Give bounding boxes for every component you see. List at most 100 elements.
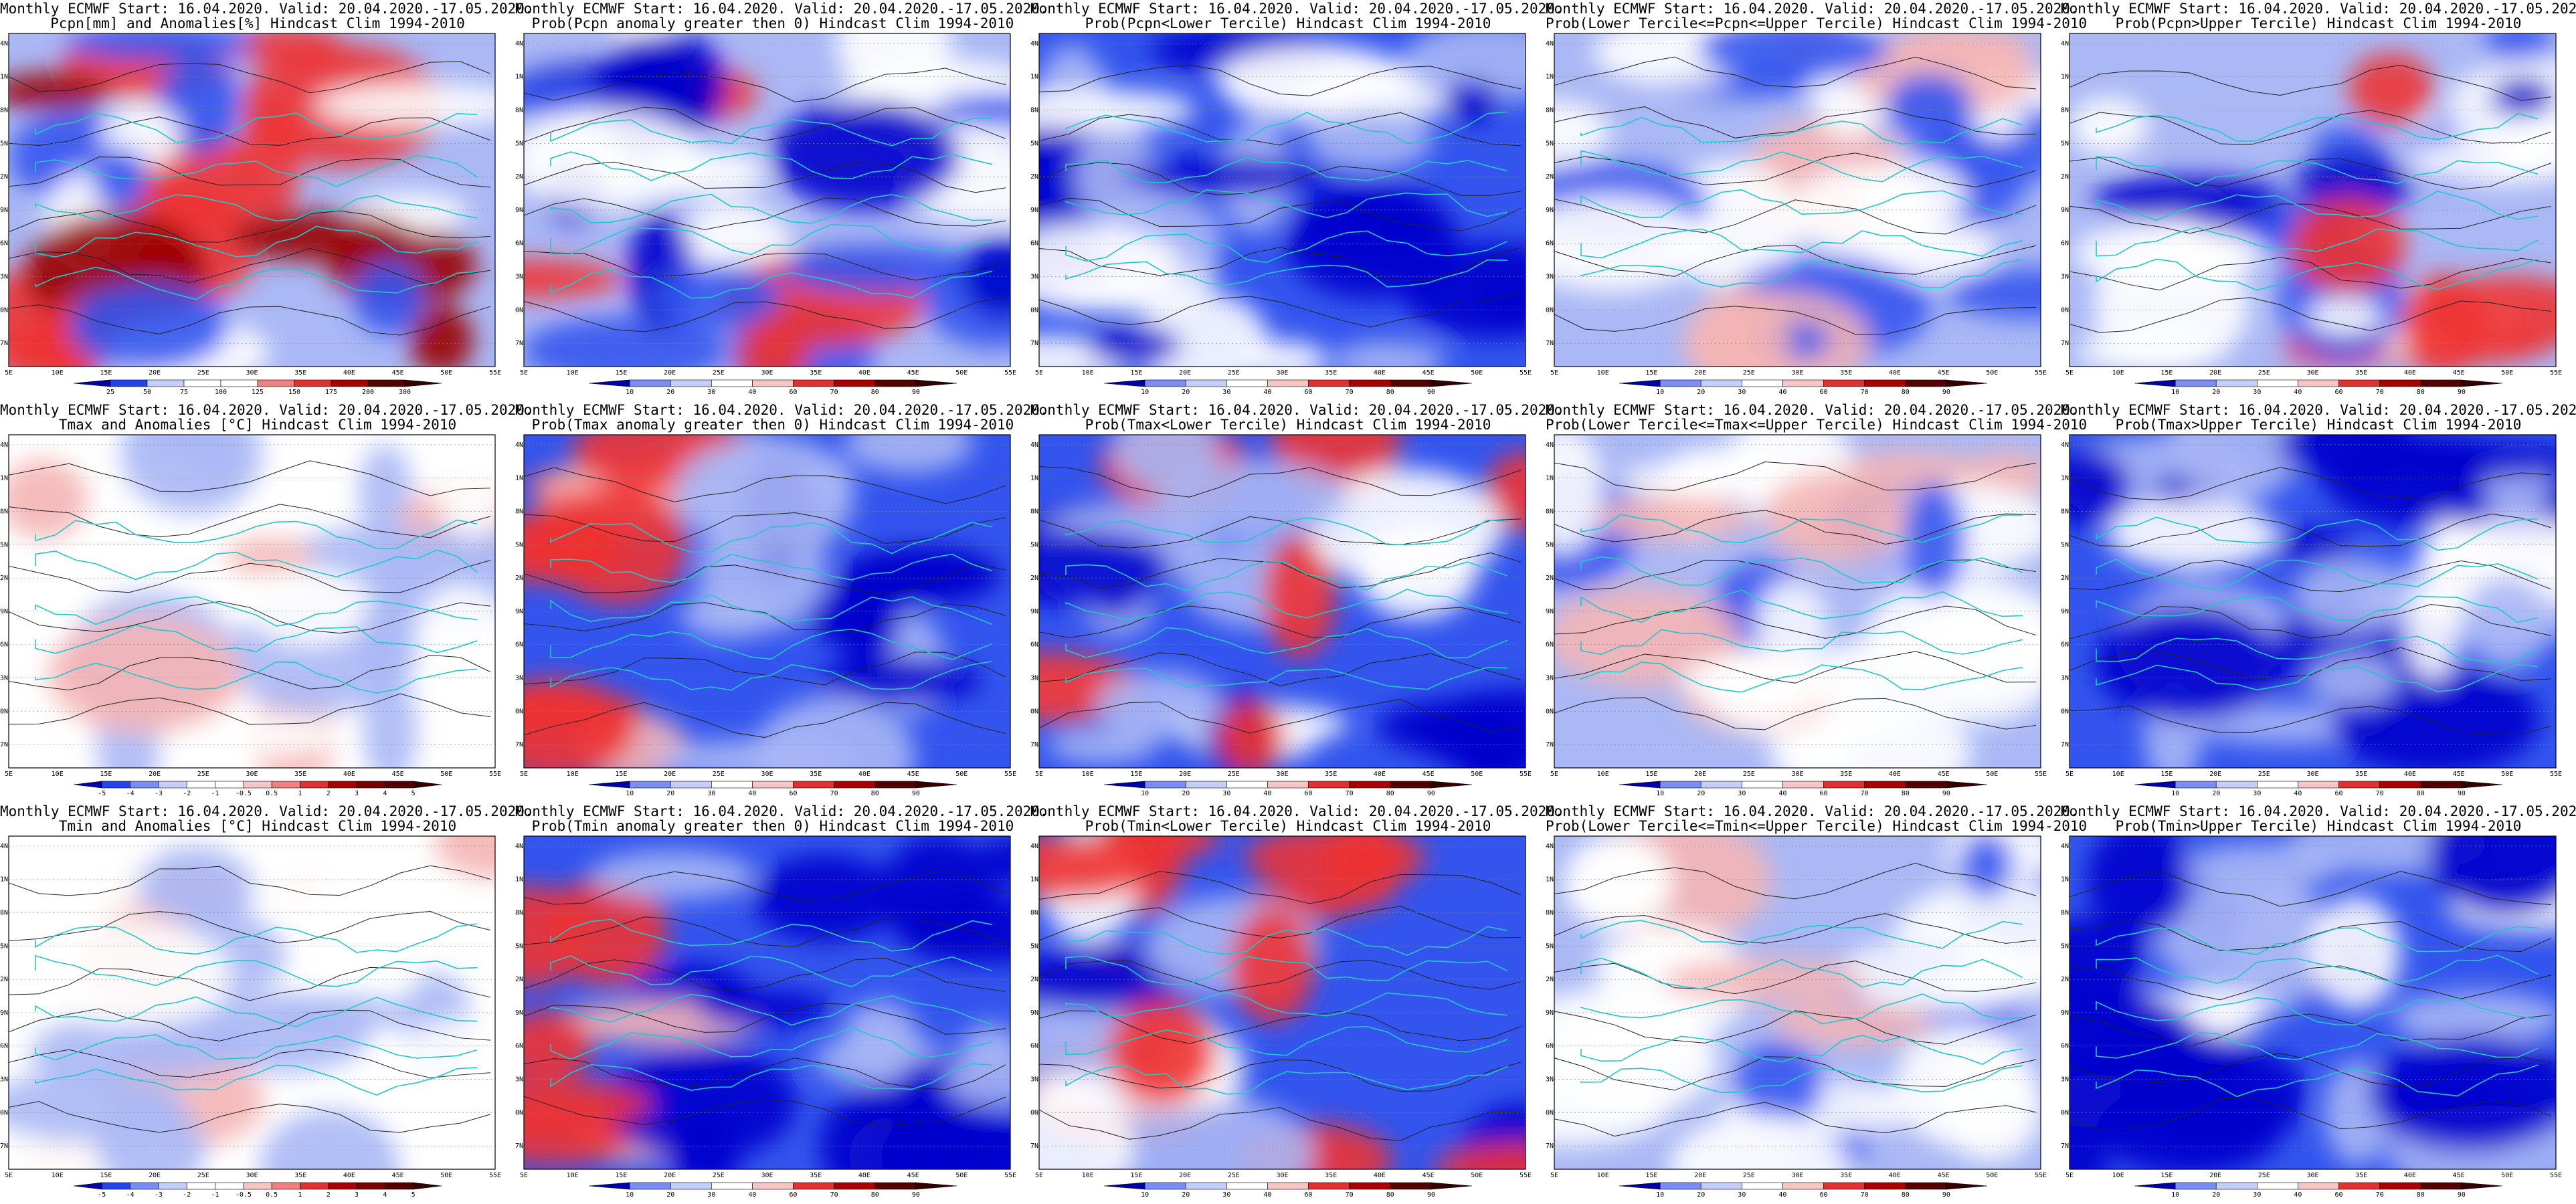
colorbar-tick-label: 30 — [1738, 790, 1746, 797]
lat-tick-label: 54N — [0, 843, 8, 850]
map-canvas: 54N 51N 48N 45N 42N 39N 36N 33N 30N 27N 5E 10E 15E 20… — [2061, 33, 2562, 396]
colorbar-tick-label: 0.5 — [266, 1191, 278, 1199]
colorbar: -5 -4 -3 -2 -1 -0.5 0.5 1 2 3 4 5 — [73, 1182, 442, 1199]
lon-tick-label: 40E — [1374, 369, 1386, 377]
lon-tick-label: 25E — [197, 1172, 209, 1179]
lon-tick-label: 45E — [1422, 369, 1435, 377]
lat-tick-label: 45N — [2061, 541, 2069, 548]
colorbar-segment — [413, 1182, 442, 1190]
colorbar-tick-label: 20 — [2212, 1191, 2220, 1199]
colorbar-segment — [300, 781, 329, 789]
lat-tick-label: 30N — [1546, 1109, 1554, 1116]
colorbar-tick-label: 70 — [830, 389, 838, 396]
lon-tick-label: 5E — [1550, 1172, 1558, 1179]
colorbar-tick-label: 5 — [411, 1191, 416, 1199]
map-canvas: 54N 51N 48N 45N 42N 39N 36N 33N 30N 27N 5E 10E 15E 20… — [2061, 835, 2562, 1199]
lon-tick-label: 30E — [2306, 1172, 2318, 1179]
lon-tick-label: 50E — [2501, 369, 2513, 377]
colorbar-tick-label: 70 — [1861, 790, 1869, 797]
map-panel: Monthly ECMWF Start: 16.04.2020. Valid: … — [1030, 0, 1564, 401]
colorbar-segment — [629, 379, 671, 387]
lon-tick-label: 45E — [392, 369, 404, 377]
colorbar-segment — [2338, 1182, 2380, 1190]
colorbar-tick-label: 90 — [2458, 389, 2466, 396]
colorbar-segment — [2134, 1182, 2176, 1190]
lat-tick-label: 36N — [1030, 1043, 1038, 1050]
panel-title: Monthly ECMWF Start: 16.04.2020. Valid: … — [1546, 402, 2079, 418]
colorbar-tick-label: 40 — [1778, 790, 1786, 797]
lon-tick-label: 50E — [440, 1172, 452, 1179]
colorbar: 10 20 30 40 60 70 80 90 — [2134, 781, 2503, 797]
lat-tick-label: 39N — [0, 1009, 8, 1017]
lat-tick-label: 45N — [515, 942, 523, 950]
lon-tick-label: 5E — [520, 771, 528, 778]
colorbar-segment — [1390, 781, 1432, 789]
map-canvas: 54N 51N 48N 45N 42N 39N 36N 33N 30N 27N 5E 10E 15E 20… — [515, 434, 1016, 797]
lat-tick-label: 51N — [1030, 876, 1038, 884]
colorbar-tick-label: 60 — [1305, 790, 1313, 797]
map-field — [1039, 435, 1526, 768]
lat-tick-label: 51N — [1030, 74, 1038, 81]
colorbar-segment — [243, 1182, 272, 1190]
colorbar-tick-label: 2 — [327, 790, 331, 797]
colorbar-segment — [1700, 379, 1742, 387]
colorbar-tick-label: 70 — [1346, 790, 1354, 797]
colorbar-tick-label: 40 — [1263, 1191, 1271, 1199]
lat-tick-label: 45N — [1030, 541, 1038, 548]
lat-tick-label: 45N — [0, 541, 8, 548]
colorbar-tick-label: 20 — [2212, 389, 2220, 396]
lon-tick-label: 55E — [2550, 369, 2562, 377]
colorbar-tick-label: -1 — [211, 1191, 219, 1199]
lon-tick-label: 40E — [1889, 771, 1901, 778]
lat-tick-label: 30N — [1030, 708, 1038, 715]
colorbar-segment — [328, 1182, 357, 1190]
lat-tick-label: 45N — [515, 140, 523, 147]
lat-tick-label: 42N — [0, 575, 8, 582]
map-panel: Monthly ECMWF Start: 16.04.2020. Valid: … — [1546, 401, 2087, 803]
panel-title: Monthly ECMWF Start: 16.04.2020. Valid: … — [1546, 1, 2079, 17]
lon-tick-label: 35E — [1325, 369, 1337, 377]
colorbar-tick-label: 70 — [2376, 389, 2384, 396]
map-canvas: 54N 51N 48N 45N 42N 39N 36N 33N 30N 27N 5E 10E 15E 20… — [1030, 434, 1532, 797]
lat-tick-label: 39N — [1030, 207, 1038, 214]
colorbar-segment — [1742, 1182, 1783, 1190]
lon-tick-label: 20E — [1694, 771, 1706, 778]
colorbar: 10 20 30 40 60 70 80 90 — [1619, 781, 1988, 797]
lat-tick-label: 36N — [1546, 641, 1554, 649]
lon-tick-label: 25E — [2258, 1172, 2270, 1179]
lat-tick-label: 45N — [0, 140, 8, 147]
colorbar-segment — [711, 1182, 753, 1190]
lat-tick-label: 51N — [515, 876, 523, 884]
colorbar-tick-label: -1 — [211, 790, 219, 797]
panel-title: Monthly ECMWF Start: 16.04.2020. Valid: … — [1030, 1, 1564, 17]
colorbar-segment — [2298, 379, 2339, 387]
lat-tick-label: 42N — [1546, 976, 1554, 983]
lon-tick-label: 5E — [5, 1172, 13, 1179]
colorbar-tick-label: 10 — [1141, 790, 1149, 797]
colorbar-tick-label: -2 — [183, 790, 191, 797]
lat-tick-label: 54N — [2061, 40, 2069, 47]
lat-tick-label: 39N — [1546, 608, 1554, 615]
lat-tick-label: 54N — [1030, 843, 1038, 850]
colorbar-tick-label: 90 — [2458, 1191, 2466, 1199]
lon-tick-label: 10E — [2112, 771, 2124, 778]
lon-tick-label: 20E — [2209, 369, 2221, 377]
colorbar-tick-label: 80 — [1902, 790, 1910, 797]
lon-tick-label: 10E — [2112, 1172, 2124, 1179]
colorbar-tick-label: 10 — [1656, 1191, 1664, 1199]
lat-tick-label: 48N — [515, 508, 523, 516]
lon-tick-label: 55E — [1520, 771, 1532, 778]
colorbar-segment — [915, 781, 957, 789]
panel-subtitle: Prob(Lower Tercile<=Pcpn<=Upper Tercile)… — [1546, 15, 2088, 31]
lon-tick-label: 55E — [489, 369, 501, 377]
lat-tick-label: 42N — [2061, 575, 2069, 582]
lat-tick-label: 39N — [1546, 207, 1554, 214]
lat-tick-label: 51N — [2061, 74, 2069, 81]
colorbar-tick-label: 80 — [1386, 389, 1394, 396]
lat-tick-label: 39N — [2061, 207, 2069, 214]
lon-tick-label: 45E — [1938, 771, 1950, 778]
map-canvas: 54N 51N 48N 45N 42N 39N 36N 33N 30N 27N 5E 10E 15E 20… — [1030, 33, 1532, 396]
lat-tick-label: 36N — [1030, 641, 1038, 649]
lon-tick-label: 50E — [1471, 369, 1483, 377]
colorbar-tick-label: 25 — [106, 389, 114, 396]
